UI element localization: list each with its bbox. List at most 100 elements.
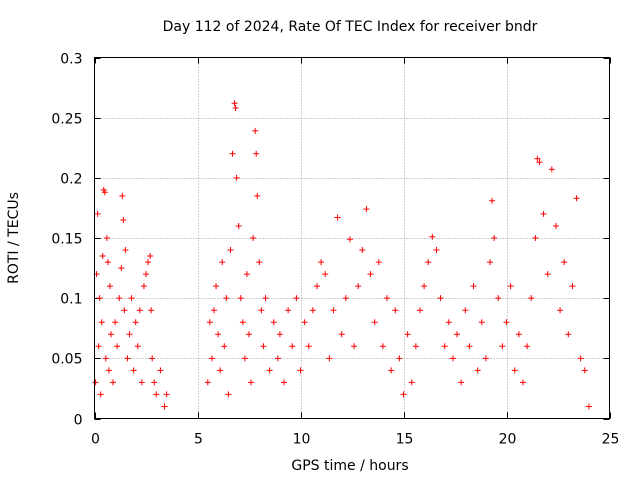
data-point xyxy=(540,210,547,217)
grid-lines xyxy=(94,57,610,419)
data-point xyxy=(253,150,260,157)
data-point xyxy=(258,307,265,314)
data-point xyxy=(161,403,168,410)
x-tick-label: 5 xyxy=(194,432,203,448)
data-point xyxy=(116,295,123,302)
data-point xyxy=(313,283,320,290)
y-tick-label: 0.1 xyxy=(60,292,82,308)
data-point xyxy=(309,307,316,314)
data-point xyxy=(573,195,580,202)
data-point xyxy=(441,343,448,350)
data-point xyxy=(489,197,496,204)
data-point xyxy=(511,367,518,374)
y-tick-label: 0.3 xyxy=(60,52,82,68)
data-point xyxy=(437,295,444,302)
data-point xyxy=(544,271,551,278)
data-point xyxy=(128,295,135,302)
data-point xyxy=(241,355,248,362)
data-point xyxy=(103,235,110,241)
data-point xyxy=(359,247,366,254)
data-point xyxy=(270,319,277,326)
data-point xyxy=(532,235,539,241)
data-point xyxy=(289,343,296,350)
data-point xyxy=(136,307,143,314)
data-point xyxy=(305,343,312,350)
data-point xyxy=(92,379,99,386)
data-point xyxy=(250,235,257,241)
data-point xyxy=(445,319,452,326)
data-point xyxy=(318,259,325,266)
data-point xyxy=(569,283,576,290)
data-point xyxy=(120,216,127,223)
data-point xyxy=(466,343,473,350)
data-point xyxy=(151,379,158,386)
plot-frame xyxy=(94,57,610,419)
x-tick-label: 10 xyxy=(293,432,311,448)
data-point xyxy=(557,307,564,314)
data-point xyxy=(124,355,131,362)
data-point xyxy=(474,367,481,374)
data-point xyxy=(132,319,139,326)
data-point xyxy=(266,367,273,374)
data-point xyxy=(114,343,121,350)
data-point xyxy=(581,367,588,374)
data-point xyxy=(106,283,113,290)
data-point xyxy=(470,283,477,290)
data-point xyxy=(256,259,263,266)
data-point xyxy=(225,391,232,398)
data-point xyxy=(276,331,283,338)
data-point xyxy=(528,295,535,302)
data-point xyxy=(384,295,391,302)
data-point xyxy=(274,355,281,362)
data-point xyxy=(206,319,213,326)
data-point xyxy=(408,379,415,386)
y-tick-label: 0.05 xyxy=(51,352,82,368)
tick-labels: 0 5 10 15 20 25 0 0.05 0.1 0.15 0.2 0.25 0.3 xyxy=(51,52,619,448)
data-point xyxy=(433,247,440,254)
data-point xyxy=(112,319,119,326)
x-tick-label: 20 xyxy=(499,432,517,448)
data-point xyxy=(204,379,211,386)
data-point xyxy=(126,331,133,338)
data-point xyxy=(379,343,386,350)
data-point xyxy=(157,367,164,374)
data-point xyxy=(495,295,502,302)
y-tick-label: 0.25 xyxy=(51,112,82,128)
data-point xyxy=(392,307,399,314)
data-point xyxy=(585,403,592,410)
data-point xyxy=(462,307,469,314)
y-tick-label: 0.15 xyxy=(51,232,82,248)
data-point xyxy=(491,235,498,241)
data-point xyxy=(375,259,382,266)
data-point xyxy=(107,331,114,338)
data-point xyxy=(412,343,419,350)
data-point xyxy=(449,355,456,362)
data-point xyxy=(95,343,102,350)
data-point xyxy=(252,127,259,134)
data-point xyxy=(149,355,156,362)
data-point xyxy=(145,259,152,266)
data-point xyxy=(301,319,308,326)
data-point xyxy=(515,331,522,338)
x-tick-label: 0 xyxy=(91,432,100,448)
data-point xyxy=(96,295,103,302)
data-point xyxy=(243,271,250,278)
data-point xyxy=(561,259,568,266)
data-point xyxy=(534,155,541,162)
data-point xyxy=(147,253,154,260)
data-point xyxy=(121,307,128,314)
data-point xyxy=(163,391,170,398)
data-point xyxy=(487,259,494,266)
data-point xyxy=(227,247,234,254)
data-point xyxy=(400,391,407,398)
data-point xyxy=(110,379,117,386)
x-tick-label: 25 xyxy=(602,432,620,448)
data-point xyxy=(122,247,129,254)
data-point xyxy=(221,343,228,350)
data-point xyxy=(363,206,370,213)
data-point xyxy=(140,283,147,290)
data-points xyxy=(92,100,592,410)
data-point xyxy=(404,331,411,338)
data-point xyxy=(577,355,584,362)
data-point xyxy=(396,355,403,362)
